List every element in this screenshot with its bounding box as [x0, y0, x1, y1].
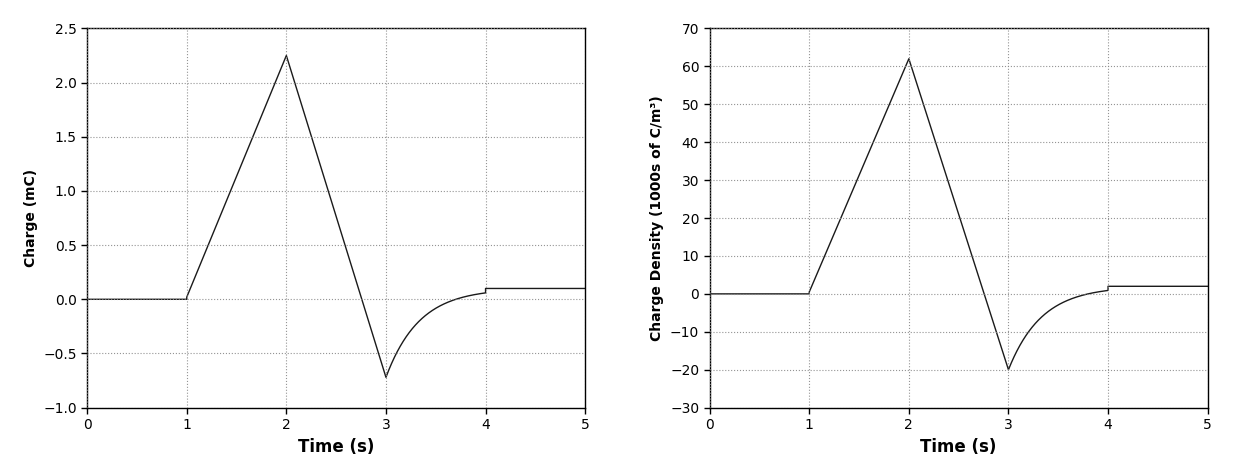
X-axis label: Time (s): Time (s) — [920, 438, 997, 456]
Y-axis label: Charge (mC): Charge (mC) — [24, 169, 37, 267]
X-axis label: Time (s): Time (s) — [298, 438, 375, 456]
Y-axis label: Charge Density (1000s of C/m³): Charge Density (1000s of C/m³) — [650, 95, 665, 341]
